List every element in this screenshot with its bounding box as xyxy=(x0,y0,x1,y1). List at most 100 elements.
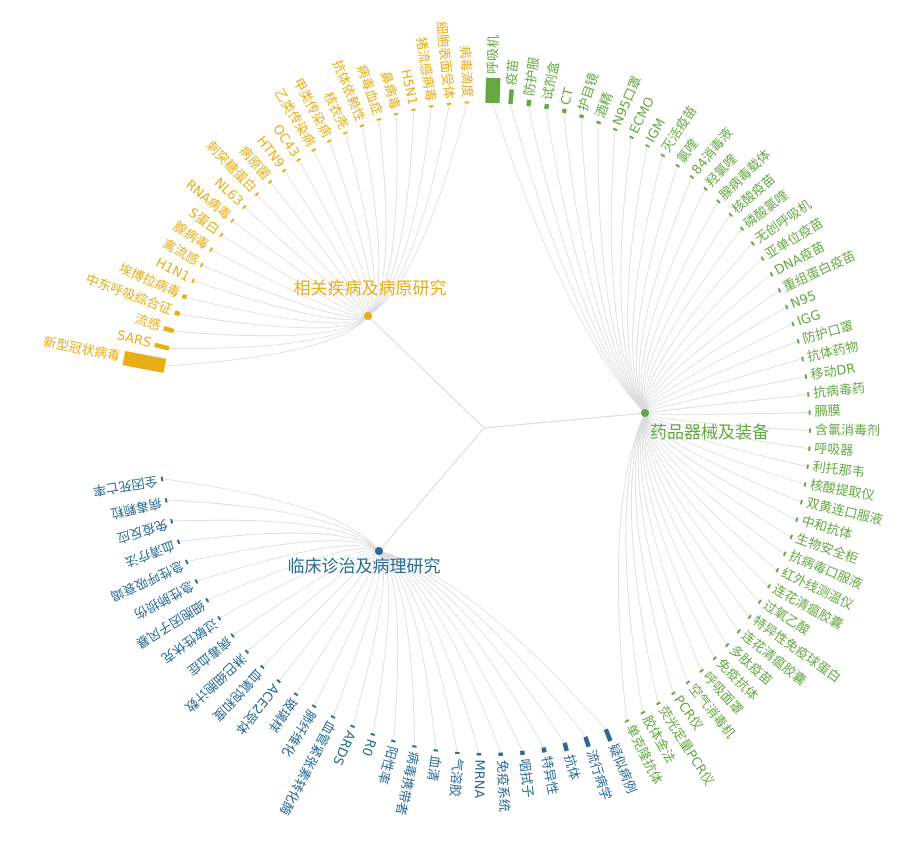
leaf-bar xyxy=(747,614,752,620)
leaf-bar xyxy=(217,615,222,621)
root-link xyxy=(378,427,485,552)
leaf-link xyxy=(631,412,659,703)
leaf-label: 含氯消毒剂 xyxy=(815,422,880,439)
leaf-bar xyxy=(795,517,799,523)
leaf-bar xyxy=(541,747,547,753)
leaf-bar xyxy=(174,310,181,317)
leaf-bar xyxy=(757,599,762,605)
leaf-label: 特异性 xyxy=(538,755,560,796)
root-link xyxy=(367,315,485,429)
leaf-bar xyxy=(390,739,396,743)
leaf-bar xyxy=(230,218,235,224)
leaf-label: 利托那韦 xyxy=(812,460,865,481)
leaf-link xyxy=(378,550,544,748)
leaf-link xyxy=(642,412,727,645)
leaf-bar xyxy=(703,186,708,192)
leaf-bar xyxy=(122,350,167,374)
leaf-bar xyxy=(184,559,189,565)
leaf-link xyxy=(644,290,779,414)
leaf-bar xyxy=(671,691,676,696)
leaf-link xyxy=(179,532,380,552)
leaf-bar xyxy=(281,168,287,173)
leaf-bar xyxy=(640,710,646,715)
leaf-label: 防护服 xyxy=(521,56,542,97)
leaf-bar xyxy=(629,135,635,140)
leaf-bar xyxy=(712,655,718,661)
leaf-bar xyxy=(199,262,204,268)
leaf-bar xyxy=(254,191,260,197)
leaf-bar xyxy=(242,204,247,210)
leaf-link xyxy=(367,120,387,317)
leaf-bar xyxy=(578,113,585,119)
leaf-label: 流感 xyxy=(133,311,163,334)
leaf-bar xyxy=(219,232,224,238)
leaf-link xyxy=(262,550,380,667)
leaf-link xyxy=(644,412,809,415)
leaf-bar xyxy=(769,271,774,277)
leaf-link xyxy=(378,550,607,730)
leaf-link xyxy=(378,550,586,738)
leaf-bar xyxy=(244,649,250,655)
leaf-bar xyxy=(645,143,650,148)
leaf-link xyxy=(378,550,501,753)
leaf-link xyxy=(640,412,702,671)
leaf-link xyxy=(202,265,369,319)
leaf-link xyxy=(211,249,369,318)
leaf-bar xyxy=(485,77,501,104)
group-hub-dot xyxy=(641,409,649,417)
leaf-bar xyxy=(205,597,210,603)
leaf-label: 阳性率 xyxy=(374,744,400,786)
leaf-link xyxy=(168,315,369,349)
leaf-bar xyxy=(561,108,567,114)
leaf-bar xyxy=(736,628,742,634)
leaf-label: IGG xyxy=(795,308,823,330)
leaf-link xyxy=(172,519,380,552)
leaf-bar xyxy=(170,518,174,524)
leaf-bar xyxy=(370,732,376,737)
leaf-link xyxy=(361,126,380,317)
leaf-bar xyxy=(296,157,301,162)
leaf-link xyxy=(644,376,806,414)
leaf-bar xyxy=(350,724,356,729)
leaf-link xyxy=(644,341,798,414)
leaf-bar xyxy=(230,633,235,638)
leaf-bar xyxy=(326,139,332,144)
leaf-link xyxy=(367,103,468,317)
leaf-label: 抗体 xyxy=(560,753,581,782)
leaf-link xyxy=(186,297,369,324)
leaf-link xyxy=(378,550,437,750)
leaf-bar xyxy=(612,127,618,132)
leaf-link xyxy=(644,412,810,431)
leaf-link xyxy=(640,189,706,414)
leaf-link xyxy=(641,412,715,658)
leaf-link xyxy=(644,394,808,414)
leaf-bar xyxy=(154,342,170,351)
leaf-bar xyxy=(777,287,782,293)
leaf-label: 全因死亡率 xyxy=(92,472,159,498)
leaf-link xyxy=(610,130,646,414)
leaf-label: SARS xyxy=(115,328,152,351)
leaf-link xyxy=(219,549,380,619)
leaf-link xyxy=(247,550,380,652)
leaf-link xyxy=(179,313,369,329)
leaf-bar xyxy=(724,642,730,648)
leaf-label: 呼吸机 xyxy=(486,35,502,74)
leaf-link xyxy=(329,141,372,317)
leaf-link xyxy=(378,550,399,741)
leaf-bar xyxy=(208,247,214,253)
leaf-link xyxy=(643,412,739,631)
leaf-bar xyxy=(789,534,793,540)
leaf-link xyxy=(644,323,793,414)
leaf-bar xyxy=(656,701,661,706)
group-label: 药品器械及装备 xyxy=(650,423,769,443)
leaf-bar xyxy=(685,680,691,685)
leaf-bar xyxy=(508,89,514,105)
leaf-bar xyxy=(699,668,704,673)
leaf-link xyxy=(644,412,777,571)
leaf-link xyxy=(197,545,380,582)
leaf-link xyxy=(164,315,369,367)
leaf-link xyxy=(298,160,369,317)
tree-links xyxy=(162,102,810,754)
leaf-bar xyxy=(716,199,721,204)
